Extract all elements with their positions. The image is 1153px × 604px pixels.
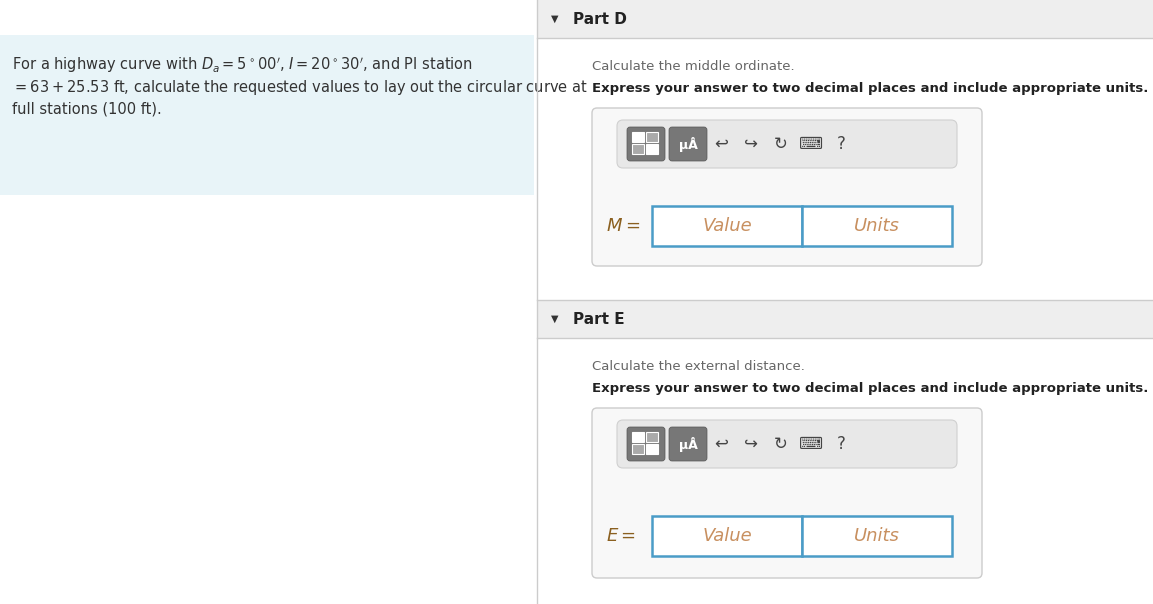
Text: Part D: Part D bbox=[573, 11, 627, 27]
Text: ↪: ↪ bbox=[744, 135, 758, 153]
Bar bbox=[632, 144, 645, 154]
Text: ↪: ↪ bbox=[744, 435, 758, 453]
Text: ?: ? bbox=[837, 135, 845, 153]
Text: Units: Units bbox=[854, 527, 900, 545]
FancyBboxPatch shape bbox=[617, 120, 957, 168]
Bar bbox=[632, 132, 645, 142]
Text: Express your answer to two decimal places and include appropriate units.: Express your answer to two decimal place… bbox=[591, 82, 1148, 95]
Bar bbox=[537, 38, 1153, 300]
Text: $E =$: $E =$ bbox=[606, 527, 636, 545]
FancyBboxPatch shape bbox=[617, 420, 957, 468]
Text: ▼: ▼ bbox=[551, 314, 559, 324]
Text: ▼: ▼ bbox=[551, 14, 559, 24]
Bar bbox=[0, 35, 534, 195]
Bar bbox=[646, 132, 658, 142]
Text: ↻: ↻ bbox=[774, 435, 787, 453]
Text: ↩: ↩ bbox=[714, 135, 728, 153]
Text: Express your answer to two decimal places and include appropriate units.: Express your answer to two decimal place… bbox=[591, 382, 1148, 395]
Text: $M =$: $M =$ bbox=[606, 217, 640, 235]
Text: Calculate the middle ordinate.: Calculate the middle ordinate. bbox=[591, 60, 794, 73]
Text: Calculate the external distance.: Calculate the external distance. bbox=[591, 360, 805, 373]
FancyBboxPatch shape bbox=[669, 427, 707, 461]
Text: ⌨: ⌨ bbox=[799, 135, 823, 153]
Text: Value: Value bbox=[702, 217, 752, 235]
Bar bbox=[632, 432, 645, 442]
Bar bbox=[802, 516, 952, 556]
Bar bbox=[537, 300, 1153, 338]
Bar bbox=[646, 432, 658, 442]
Text: For a highway curve with $D_a = 5^\circ00'$, $I = 20^\circ30'$, and PI station: For a highway curve with $D_a = 5^\circ0… bbox=[12, 55, 473, 75]
Bar bbox=[651, 516, 802, 556]
FancyBboxPatch shape bbox=[591, 408, 982, 578]
Bar bbox=[537, 0, 1153, 38]
FancyBboxPatch shape bbox=[669, 127, 707, 161]
FancyBboxPatch shape bbox=[627, 127, 665, 161]
Bar bbox=[646, 444, 658, 454]
Bar bbox=[802, 206, 952, 246]
Text: Part E: Part E bbox=[573, 312, 625, 327]
Text: ↻: ↻ bbox=[774, 135, 787, 153]
Bar bbox=[646, 144, 658, 154]
Bar bbox=[537, 338, 1153, 604]
Text: full stations (100 ft).: full stations (100 ft). bbox=[12, 101, 161, 116]
Bar bbox=[651, 206, 802, 246]
Text: Units: Units bbox=[854, 217, 900, 235]
Text: ↩: ↩ bbox=[714, 435, 728, 453]
FancyBboxPatch shape bbox=[627, 427, 665, 461]
FancyBboxPatch shape bbox=[591, 108, 982, 266]
Text: Value: Value bbox=[702, 527, 752, 545]
Bar bbox=[632, 444, 645, 454]
Text: ⌨: ⌨ bbox=[799, 435, 823, 453]
Text: μÅ: μÅ bbox=[679, 437, 698, 452]
Text: ?: ? bbox=[837, 435, 845, 453]
Text: μÅ: μÅ bbox=[679, 137, 698, 152]
Text: $= 63 + 25.53$ ft, calculate the requested values to lay out the circular curve : $= 63 + 25.53$ ft, calculate the request… bbox=[12, 78, 588, 97]
